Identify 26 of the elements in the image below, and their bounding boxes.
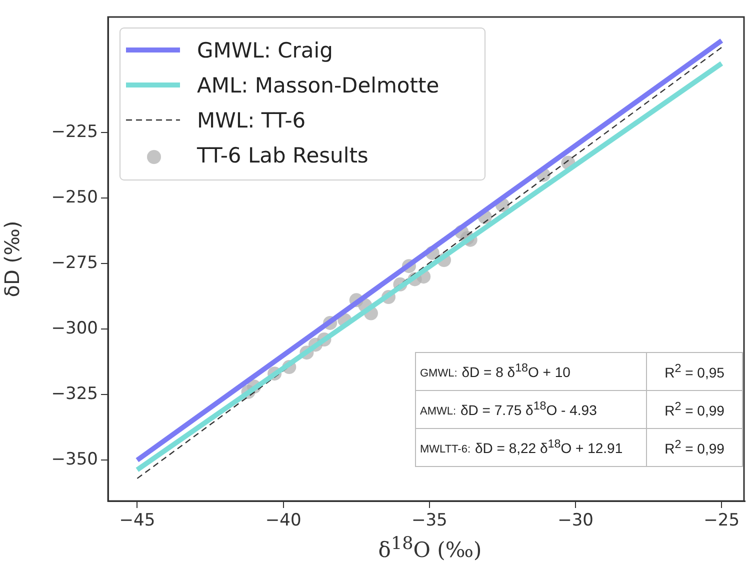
y-tick-label: −250 [51,187,98,208]
annotation: R$^{2}$ = 0,99 [646,428,742,466]
y-axis-title: δD (‰) [0,220,24,298]
legend-label: AML: Masson-Delmotte [197,73,440,98]
y-tick-label: −225 [51,122,98,142]
x-axis-title: δ$^{18}$O (‰) [377,534,483,562]
annotation: R$^{2}$ = 0,95 [646,352,742,390]
annotation: δD = 8,22 δ$^{18}$O + 12.91 [474,437,623,456]
annotation: GMWL: [420,368,458,380]
legend-label: MWL: TT-6 [197,108,306,132]
annotation: δD = 7.75 δ$^{18}$O - 4.93 [460,399,597,418]
annotation: R$^{2}$ = 0,99 [646,390,742,428]
legend-label: TT-6 Lab Results [196,143,368,168]
x-tick-label: −40 [265,510,302,531]
y-tick-label: −350 [51,450,98,470]
x-tick-label: −45 [119,510,156,531]
x-tick-label: −35 [411,510,448,531]
annotation: MWLTT-6: [420,444,471,456]
annotation: δD = 8 δ$^{18}$O + 10 [462,361,570,380]
annotation: AMWL: [420,406,456,418]
x-tick-label: −25 [704,510,740,531]
x-tick-label: −30 [558,510,594,531]
legend-label: GMWL: Craig [197,38,333,62]
y-tick-label: −325 [51,384,98,404]
y-tick-label: −275 [51,252,98,273]
y-tick-label: −300 [51,318,98,338]
